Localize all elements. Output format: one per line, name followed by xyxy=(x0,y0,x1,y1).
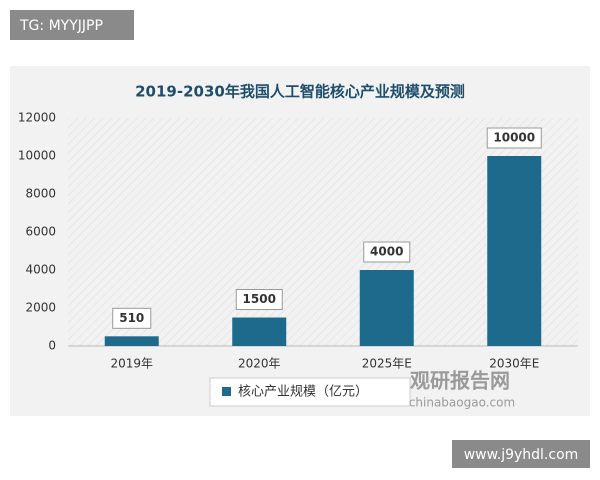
watermark-url: chinabaogao.com xyxy=(409,396,515,410)
value-label: 1500 xyxy=(243,292,276,306)
y-tick-label: 10000 xyxy=(18,149,56,163)
chart-title: 2019-2030年我国人工智能核心产业规模及预测 xyxy=(135,83,465,101)
tag-box xyxy=(10,10,134,40)
y-tick-label: 12000 xyxy=(18,111,56,125)
x-tick-label: 2025年E xyxy=(362,357,412,371)
bar xyxy=(104,336,159,346)
bar xyxy=(487,156,542,346)
watermark-name: 观研报告网 xyxy=(410,369,510,393)
y-tick-label: 4000 xyxy=(25,263,56,277)
bar xyxy=(359,270,414,346)
value-label: 510 xyxy=(119,311,144,325)
bar xyxy=(232,317,287,346)
x-tick-label: 2030年E xyxy=(489,357,539,371)
value-label-box xyxy=(235,289,283,310)
value-label: 4000 xyxy=(370,245,403,259)
y-tick-label: 2000 xyxy=(25,301,56,315)
y-tick-label: 8000 xyxy=(25,187,56,201)
legend-label: 核心产业规模（亿元） xyxy=(238,385,368,400)
value-label: 10000 xyxy=(493,131,535,145)
value-label-box xyxy=(363,241,411,263)
y-tick-label: 6000 xyxy=(25,225,56,239)
footer-box xyxy=(452,440,590,468)
footer-url: www.j9yhdl.com xyxy=(464,447,579,463)
x-tick-label: 2019年 xyxy=(110,357,153,371)
tag-text: TG: MYYJJPP xyxy=(19,18,103,34)
legend-swatch xyxy=(222,387,231,396)
legend-box xyxy=(209,377,411,407)
y-tick-label: 0 xyxy=(48,339,56,353)
value-label-box xyxy=(112,307,152,329)
x-tick-label: 2020年 xyxy=(238,357,281,371)
value-label-box xyxy=(486,127,542,149)
